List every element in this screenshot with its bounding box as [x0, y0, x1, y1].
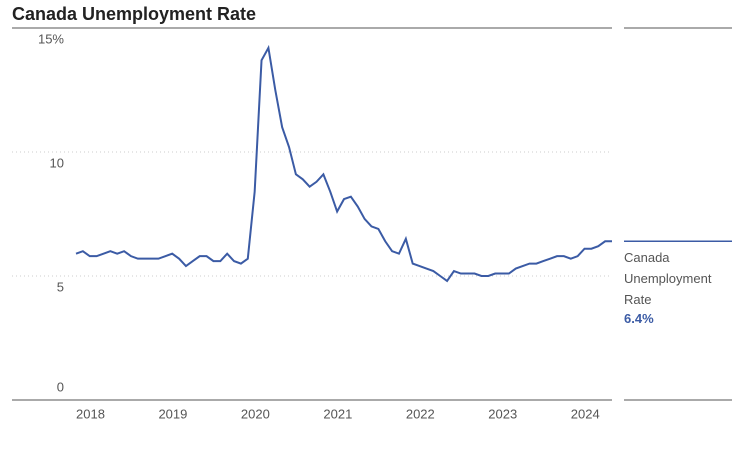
- legend-box: Canada Unemployment Rate 6.4%: [624, 250, 712, 327]
- x-tick-label: 2023: [488, 406, 517, 421]
- x-tick-label: 2020: [241, 406, 270, 421]
- y-tick-label: 10: [50, 155, 64, 170]
- x-tick-label: 2021: [323, 406, 352, 421]
- y-tick-label: 15%: [38, 31, 64, 46]
- x-tick-label: 2018: [76, 406, 105, 421]
- x-tick-label: 2024: [571, 406, 600, 421]
- last-value-label: 6.4%: [624, 311, 654, 327]
- x-tick-label: 2022: [406, 406, 435, 421]
- x-tick-label: 2019: [158, 406, 187, 421]
- chart-title: Canada Unemployment Rate: [12, 4, 256, 24]
- legend-label: Canada Unemployment Rate: [624, 250, 712, 308]
- y-tick-label: 5: [57, 279, 64, 294]
- y-tick-label: 0: [57, 379, 64, 394]
- series-line: [75, 44, 612, 283]
